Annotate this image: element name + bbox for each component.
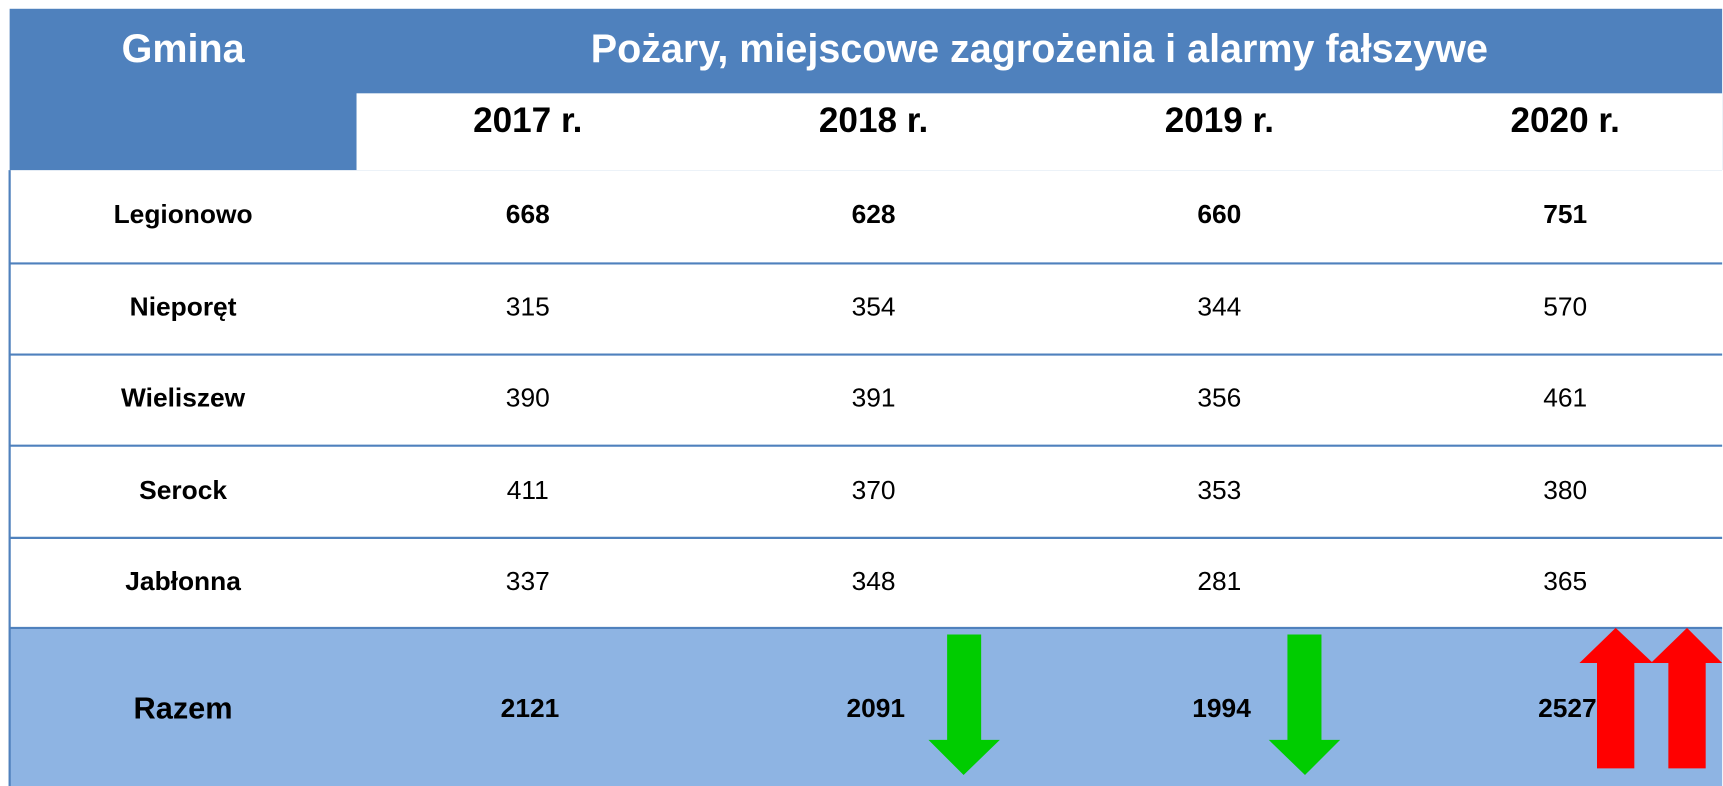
row-name: Legionowo bbox=[114, 199, 253, 229]
cell-value: 365 bbox=[1543, 566, 1587, 596]
up-arrow bbox=[1579, 627, 1653, 769]
row-name: Jabłonna bbox=[125, 566, 241, 596]
cell-value: 315 bbox=[506, 291, 550, 321]
row-name: Wieliszew bbox=[121, 383, 246, 413]
cell-value: 668 bbox=[506, 199, 550, 229]
cell-value: 390 bbox=[506, 383, 550, 413]
total-value: 2527 bbox=[1538, 693, 1597, 723]
cell-value: 281 bbox=[1197, 566, 1241, 596]
total-value: 2121 bbox=[501, 693, 560, 723]
total-row-background bbox=[9, 627, 1723, 786]
cell-value: 570 bbox=[1543, 291, 1587, 321]
cell-value: 660 bbox=[1197, 199, 1241, 229]
total-name: Razem bbox=[134, 690, 233, 725]
row-name: Serock bbox=[139, 475, 227, 505]
cell-value: 628 bbox=[852, 199, 896, 229]
cell-value: 751 bbox=[1543, 199, 1587, 229]
total-value: 2091 bbox=[846, 693, 905, 723]
year-header: 2017 r. bbox=[473, 101, 582, 140]
cell-value: 380 bbox=[1543, 475, 1587, 505]
year-row-background bbox=[356, 93, 1723, 171]
cell-value: 356 bbox=[1197, 383, 1241, 413]
row-name: Nieporęt bbox=[130, 291, 237, 321]
cell-value: 461 bbox=[1543, 383, 1587, 413]
row-lines bbox=[8, 170, 1723, 786]
cell-value: 353 bbox=[1197, 475, 1241, 505]
cell-value: 348 bbox=[852, 566, 896, 596]
trend-arrows bbox=[928, 627, 1723, 776]
cell-value: 391 bbox=[852, 383, 896, 413]
title-header: Pożary, miejscowe zagrożenia i alarmy fa… bbox=[591, 27, 1488, 71]
up-arrow bbox=[1650, 627, 1723, 769]
year-header: 2020 r. bbox=[1510, 101, 1619, 140]
cell-value: 337 bbox=[506, 566, 550, 596]
cell-value: 344 bbox=[1197, 291, 1241, 321]
gmina-header: Gmina bbox=[122, 27, 246, 71]
year-header: 2018 r. bbox=[819, 101, 928, 140]
down-arrow bbox=[928, 634, 1000, 776]
cell-value: 370 bbox=[852, 475, 896, 505]
cell-value: 354 bbox=[852, 291, 896, 321]
cell-value: 411 bbox=[507, 475, 549, 505]
year-header: 2019 r. bbox=[1165, 101, 1274, 140]
down-arrow bbox=[1268, 634, 1341, 776]
total-value: 1994 bbox=[1192, 693, 1251, 723]
